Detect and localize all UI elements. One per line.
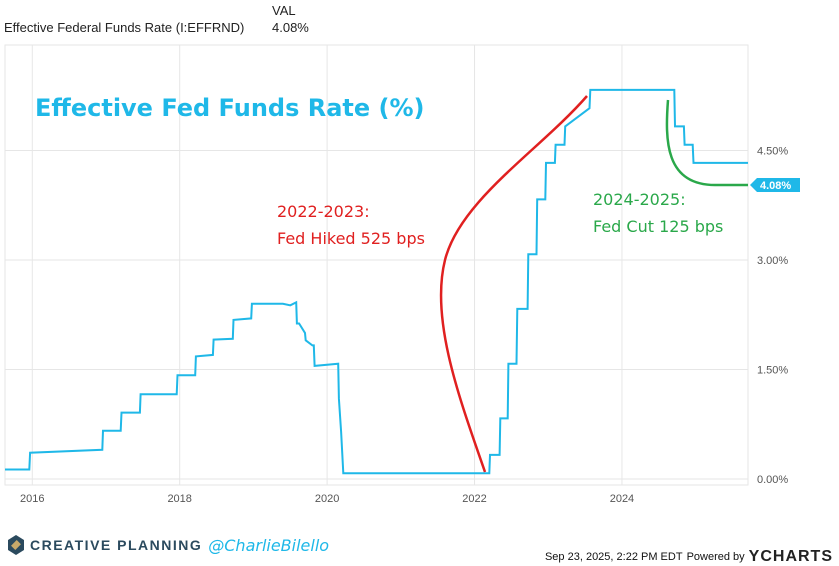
x-tick-label: 2016 [20, 493, 44, 505]
series-line[interactable] [5, 88, 748, 475]
timestamp: Sep 23, 2025, 2:22 PM EDT [544, 551, 683, 563]
cut-arrow [665, 99, 748, 187]
brand-block: CREATIVE PLANNING @CharlieBilello [8, 535, 329, 555]
powered-by: Powered by [686, 551, 745, 563]
y-tick-label: 0.00% [757, 474, 788, 486]
hike-annotation-text: Fed Hiked 525 bps [277, 229, 425, 248]
x-tick-label: 2020 [315, 493, 339, 505]
x-tick-label: 2018 [167, 493, 191, 505]
x-tick-label: 2024 [610, 493, 634, 505]
x-tick-label: 2022 [462, 493, 486, 505]
plot-frame [4, 44, 749, 486]
last-value-label: 4.08% [760, 180, 791, 192]
series-value: 4.08% [272, 20, 309, 35]
author-handle[interactable]: @CharlieBilello [208, 535, 330, 555]
cut-annotation-title: 2024-2025: [593, 190, 686, 209]
brand-name: CREATIVE PLANNING [30, 537, 203, 553]
hike-annotation-title: 2022-2023: [277, 202, 370, 221]
y-tick-label: 3.00% [757, 255, 788, 267]
chart-title: Effective Fed Funds Rate (%) [35, 94, 425, 122]
creative-planning-logo-icon [8, 535, 24, 555]
attribution: Sep 23, 2025, 2:22 PM EDT Powered by YCH… [545, 548, 833, 566]
ycharts-logo[interactable]: YCHARTS [748, 548, 833, 565]
hike-arrow [439, 95, 588, 473]
series-name[interactable]: Effective Federal Funds Rate (I:EFFRND) [4, 20, 245, 35]
last-value-tag: 4.08% [750, 178, 800, 192]
cut-annotation-text: Fed Cut 125 bps [593, 217, 723, 236]
value-column-header: VAL [272, 3, 296, 18]
y-tick-label: 1.50% [757, 365, 788, 377]
y-tick-label: 4.50% [757, 146, 788, 158]
